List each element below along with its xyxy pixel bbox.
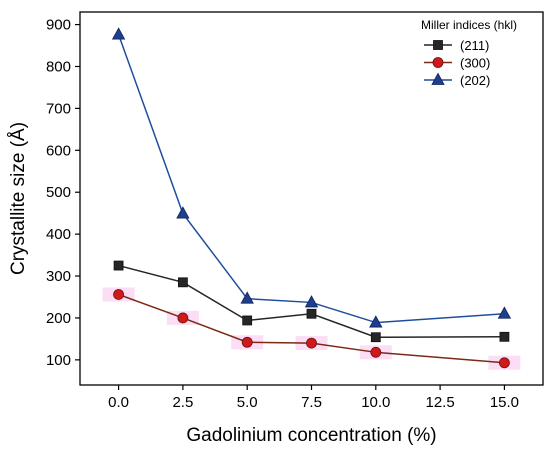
legend: Miller indices (hkl) (211) (300) (202): [421, 18, 517, 88]
x-tick-label: 12.5: [426, 394, 455, 411]
series-square: [113, 260, 510, 343]
data-point: [177, 312, 189, 324]
data-point: [306, 337, 317, 349]
data-point: [113, 289, 124, 300]
x-axis: 0.0 2.5 5.0 7.5 10.0 12.5 15.0: [108, 385, 519, 411]
data-point: [177, 277, 188, 288]
y-axis-title: Crystallite size (Å): [8, 122, 29, 275]
legend-label: (300): [460, 56, 490, 71]
legend-label: (202): [460, 73, 490, 88]
x-tick-label: 2.5: [172, 394, 193, 411]
series-line: [118, 264, 505, 338]
data-point: [499, 331, 510, 342]
data-point: [176, 206, 190, 219]
data-point: [111, 27, 126, 40]
x-axis-title: Gadolinium concentration (%): [186, 425, 436, 446]
x-tick-label: 15.0: [490, 394, 519, 411]
data-point: [370, 346, 382, 358]
data-point: [242, 315, 253, 326]
y-tick-label: 300: [46, 268, 71, 285]
data-point: [499, 357, 510, 369]
series-layer: [111, 27, 512, 369]
x-tick-label: 0.0: [108, 394, 129, 411]
data-point: [370, 332, 381, 343]
y-tick-label: 600: [46, 142, 71, 159]
data-point: [240, 291, 254, 304]
legend-marker: [431, 72, 445, 85]
x-tick-label: 10.0: [361, 394, 390, 411]
data-point: [369, 315, 383, 328]
legend-marker: [433, 40, 443, 50]
data-point: [304, 295, 319, 308]
y-axis: 100 200 300 400 500 600 700 800 900: [46, 17, 80, 369]
series-triangle: [111, 27, 512, 328]
y-tick-label: 700: [46, 100, 71, 117]
x-tick-label: 5.0: [237, 394, 258, 411]
data-point: [113, 260, 124, 271]
legend-label: (211): [460, 38, 489, 53]
series-circle: [113, 289, 510, 369]
y-tick-label: 900: [46, 17, 71, 34]
data-point: [497, 306, 512, 319]
y-tick-label: 400: [46, 226, 71, 243]
y-tick-label: 200: [46, 310, 71, 327]
data-point: [241, 336, 253, 348]
data-point: [306, 308, 317, 319]
series-line: [117, 34, 505, 324]
series-line: [118, 293, 505, 364]
legend-marker: [432, 57, 444, 68]
x-tick-label: 7.5: [301, 394, 322, 411]
y-tick-label: 500: [46, 184, 71, 201]
y-tick-label: 800: [46, 58, 71, 75]
legend-title: Miller indices (hkl): [421, 18, 517, 32]
y-tick-label: 100: [46, 352, 71, 369]
